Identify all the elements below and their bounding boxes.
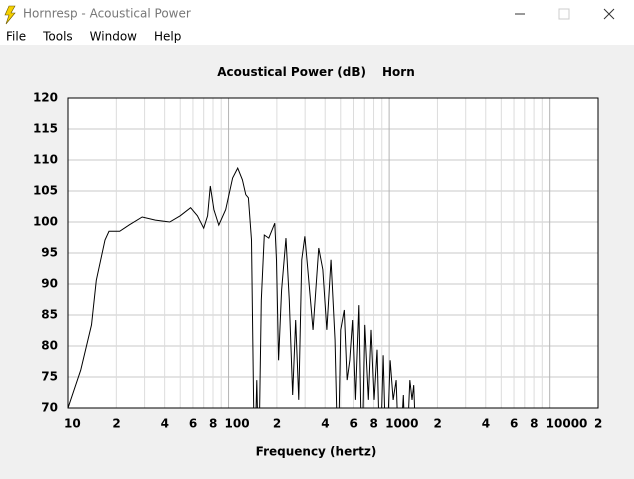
x-tick-label: 8 <box>370 417 378 431</box>
title-bar <box>0 0 634 28</box>
x-tick-label: 2 <box>273 417 281 431</box>
y-tick-label: 105 <box>33 184 58 198</box>
y-tick-label: 85 <box>41 308 58 322</box>
y-tick-label: 70 <box>41 401 58 415</box>
x-tick-label: 6 <box>349 417 357 431</box>
x-tick-label: 6 <box>510 417 518 431</box>
x-tick-label: 8 <box>209 417 217 431</box>
menu-item[interactable]: File <box>6 30 26 44</box>
x-tick-label: 1000 <box>385 417 418 431</box>
x-tick-label: 4 <box>161 417 169 431</box>
power-curve <box>68 166 416 408</box>
y-tick-label: 110 <box>33 153 58 167</box>
x-tick-label: 2 <box>433 417 441 431</box>
x-tick-label: 2 <box>112 417 120 431</box>
y-tick-label: 120 <box>33 91 58 105</box>
x-tick-label: 4 <box>482 417 490 431</box>
menu-item[interactable]: Help <box>154 30 181 44</box>
y-tick-label: 75 <box>41 370 58 384</box>
window-title: Hornresp - Acoustical Power <box>23 7 191 21</box>
close-button[interactable] <box>603 8 615 20</box>
x-tick-label: 10 <box>64 417 81 431</box>
x-tick-label: 4 <box>321 417 329 431</box>
menu-bar <box>0 28 634 45</box>
menu-item[interactable]: Tools <box>42 30 73 44</box>
chart-title-text: Acoustical Power (dB) <box>217 65 366 79</box>
x-tick-label: 2 <box>594 417 602 431</box>
y-tick-label: 90 <box>41 277 58 291</box>
x-tick-label: 8 <box>530 417 538 431</box>
x-tick-label: 10000 <box>546 417 588 431</box>
plot-border <box>67 97 599 409</box>
y-tick-label: 80 <box>41 339 58 353</box>
chart-subtitle: Horn <box>382 65 415 79</box>
x-tick-label: 100 <box>225 417 250 431</box>
x-axis-label: Frequency (hertz) <box>256 445 377 459</box>
y-tick-label: 115 <box>33 122 58 136</box>
maximize-button[interactable] <box>558 8 570 20</box>
y-tick-label: 100 <box>33 215 58 229</box>
app-icon <box>4 5 16 25</box>
y-tick-label: 95 <box>41 246 58 260</box>
chart-title: Acoustical Power (dB) Horn <box>217 65 415 79</box>
menu-item[interactable]: Window <box>90 30 138 44</box>
x-tick-label: 6 <box>189 417 197 431</box>
